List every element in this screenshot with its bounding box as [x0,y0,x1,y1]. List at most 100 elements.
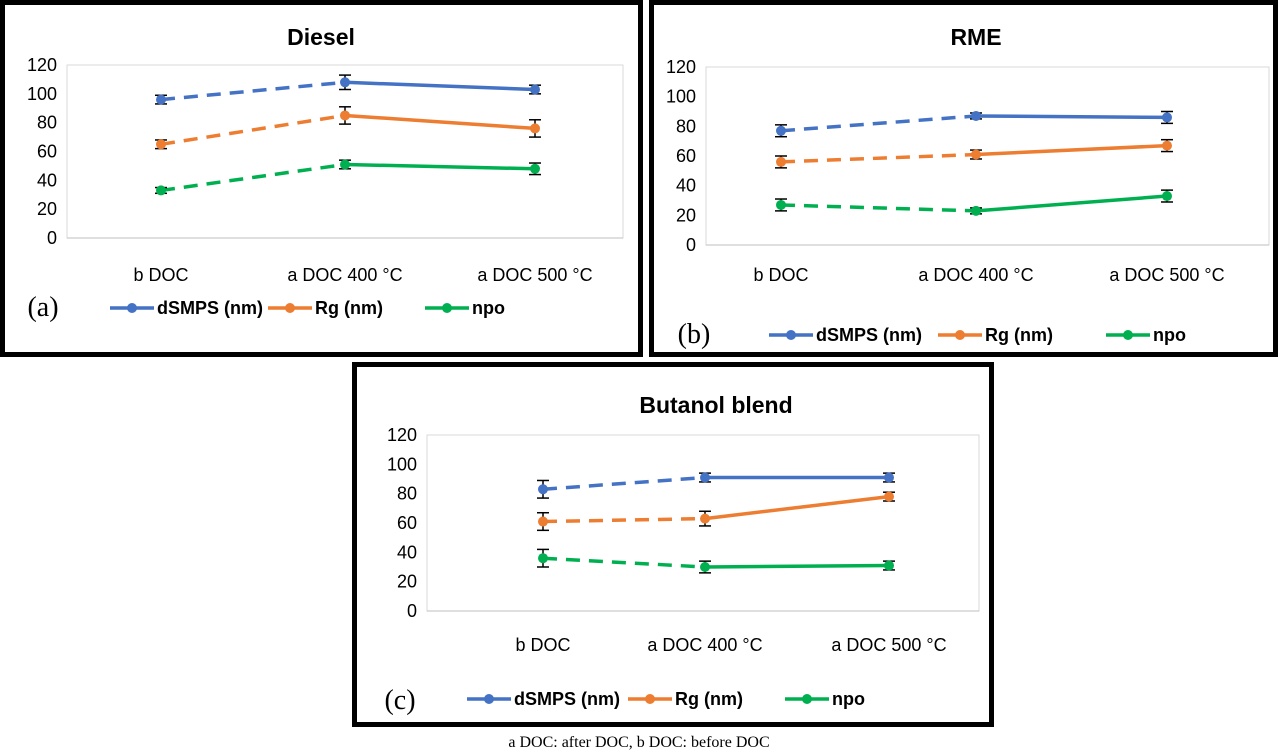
data-point [156,94,166,105]
data-point [776,156,786,167]
plot-area [705,66,1270,246]
y-tick-label: 60 [37,142,57,162]
x-tick-label: a DOC 400 °C [918,265,1033,285]
y-tick-label: 0 [686,235,696,255]
x-tick-label: a DOC 500 °C [1109,265,1224,285]
data-point [884,472,894,483]
legend-label: npo [1153,325,1186,345]
data-point [530,123,540,134]
series-line-dashed [542,516,706,524]
series-line-dashed [780,203,977,213]
data-point [156,185,166,196]
chart-panel-b: RME 0 20 40 60 80 100 120 b DOC a DOC 400 °C a DOC… [649,0,1278,357]
series-line-solid [704,494,890,521]
y-tick-label: 80 [676,116,696,136]
series-line-dashed [160,162,346,193]
legend-marker [645,694,655,704]
data-point [156,139,166,150]
series-line-solid [975,114,1168,120]
legend-marker [442,303,452,313]
chart-title: RME [950,24,1001,50]
data-point [340,77,350,88]
data-point [700,472,710,483]
y-tick-label: 100 [387,454,417,474]
x-tick-label: a DOC 500 °C [477,265,592,285]
footnote: a DOC: after DOC, b DOC: before DOC [508,734,770,751]
chart-svg-diesel: Diesel 0 20 40 60 80 100 120 b DOC a DOC 400 °C a … [27,24,624,323]
legend-label: Rg (nm) [985,325,1053,345]
series-line-solid [344,162,536,171]
x-tick-label: b DOC [133,265,188,285]
chart-svg-butanol: Butanol blend 0 20 40 60 80 100 120 b DOC a DOC 4… [384,392,980,716]
y-tick-label: 120 [27,55,57,75]
data-point [1162,191,1172,202]
y-tick-label: 40 [37,170,57,190]
data-point [538,553,548,564]
data-point [530,163,540,174]
y-tick-label: 20 [37,199,57,219]
panel-label: (a) [27,292,58,323]
series-line-solid [344,80,536,92]
data-point [884,491,894,502]
legend-marker [955,330,965,340]
chart-panel-a: Diesel 0 20 40 60 80 100 120 b DOC a DOC 400 °C a … [0,0,643,357]
series-line-dashed [542,556,706,569]
data-point [971,110,981,121]
chart-svg-rme: RME 0 20 40 60 80 100 120 b DOC a DOC 400 °C a DOC… [666,24,1270,350]
legend-label: npo [832,689,865,709]
x-tick-label: b DOC [515,635,570,655]
data-point [971,205,981,216]
y-tick-label: 100 [27,84,57,104]
y-tick-label: 20 [676,205,696,225]
series-line-dashed [160,80,346,102]
legend-label: dSMPS (nm) [514,689,620,709]
legend-label: dSMPS (nm) [816,325,922,345]
legend-marker [802,694,812,704]
y-tick-label: 80 [397,484,417,504]
series-line-dashed [160,113,346,147]
y-tick-label: 0 [47,228,57,248]
x-tick-label: b DOC [753,265,808,285]
y-tick-label: 60 [676,146,696,166]
data-point [700,562,710,572]
x-tick-label: a DOC 500 °C [831,635,946,655]
legend-marker [127,303,137,313]
y-tick-label: 60 [397,513,417,533]
y-tick-label: 80 [37,113,57,133]
chart-title: Butanol blend [639,392,792,418]
legend-label: npo [472,298,505,318]
series-line-solid [344,113,536,131]
data-point [884,560,894,571]
y-tick-label: 40 [676,176,696,196]
data-point [776,199,786,210]
chart-panel-c: Butanol blend 0 20 40 60 80 100 120 b DOC a DOC 4… [352,362,994,727]
data-point [340,159,350,170]
legend-marker [786,330,796,340]
series-line-solid [704,563,890,569]
legend-label: dSMPS (nm) [157,298,263,318]
x-tick-label: a DOC 400 °C [287,265,402,285]
x-tick-label: a DOC 400 °C [647,635,762,655]
data-point [538,516,548,527]
data-point [1162,140,1172,151]
data-point [538,484,548,495]
y-tick-label: 100 [666,87,696,107]
data-point [530,84,540,95]
legend-marker [285,303,295,313]
legend-label: Rg (nm) [675,689,743,709]
series-line-solid [975,194,1168,213]
series-line-dashed [780,114,977,133]
y-tick-label: 0 [407,601,417,621]
data-point [776,125,786,136]
legend-label: Rg (nm) [315,298,383,318]
series-line-dashed [542,475,706,492]
legend-marker [484,694,494,704]
panel-label: (b) [678,319,711,350]
data-point [971,149,981,160]
y-tick-label: 40 [397,542,417,562]
panel-label: (c) [384,685,415,716]
data-point [340,110,350,121]
y-tick-label: 120 [387,425,417,445]
data-point [1162,112,1172,123]
series-line-dashed [780,152,977,164]
